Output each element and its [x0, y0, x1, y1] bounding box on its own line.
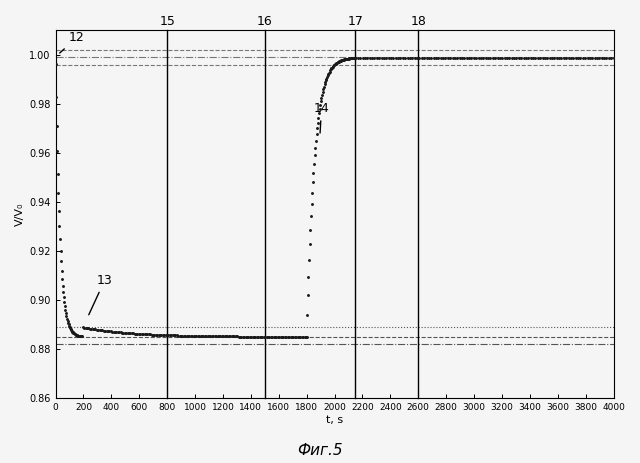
Text: 15: 15 — [159, 15, 175, 28]
Text: 16: 16 — [257, 15, 273, 28]
Text: 12: 12 — [60, 31, 84, 53]
Text: 13: 13 — [89, 274, 113, 315]
Text: 14: 14 — [314, 102, 330, 133]
X-axis label: t, s: t, s — [326, 415, 343, 425]
Y-axis label: V/V₀: V/V₀ — [15, 202, 25, 226]
Text: 18: 18 — [410, 15, 426, 28]
Text: 17: 17 — [348, 15, 364, 28]
Text: Фиг.5: Фиг.5 — [297, 444, 343, 458]
